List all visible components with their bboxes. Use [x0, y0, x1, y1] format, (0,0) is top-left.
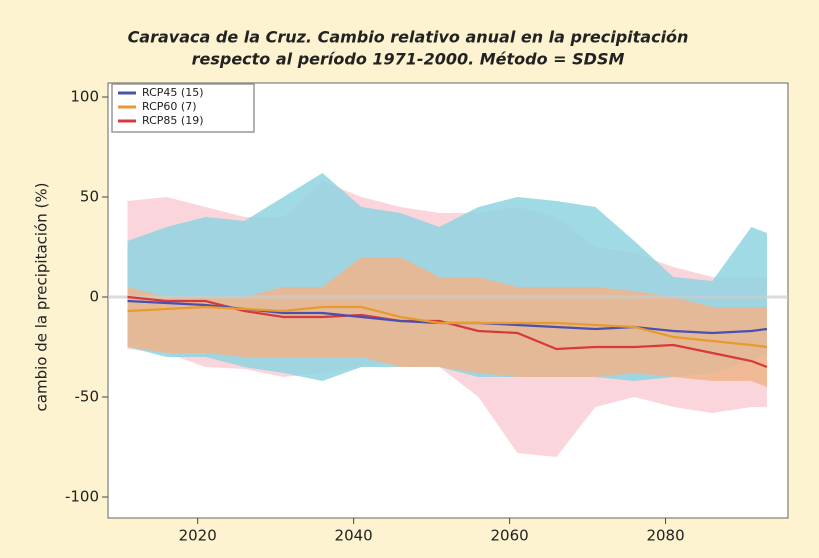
chart-title: respecto al período 1971-2000. Método = … — [192, 50, 625, 69]
chart-title: Caravaca de la Cruz. Cambio relativo anu… — [128, 28, 689, 47]
y-tick-label: 100 — [70, 88, 99, 106]
y-tick-label: -100 — [65, 488, 99, 506]
y-tick-label: -50 — [75, 388, 100, 406]
legend-label: RCP60 (7) — [142, 100, 196, 113]
y-tick-label: 0 — [89, 288, 99, 306]
y-axis-label: cambio de la precipitación (%) — [33, 183, 51, 412]
x-tick-label: 2020 — [179, 527, 217, 545]
x-tick-label: 2080 — [646, 527, 684, 545]
x-tick-label: 2040 — [335, 527, 373, 545]
legend-label: RCP85 (19) — [142, 114, 203, 127]
y-tick-label: 50 — [80, 188, 99, 206]
line — [127, 305, 768, 349]
legend-label: RCP45 (15) — [142, 86, 203, 99]
x-tick-label: 2060 — [491, 527, 529, 545]
